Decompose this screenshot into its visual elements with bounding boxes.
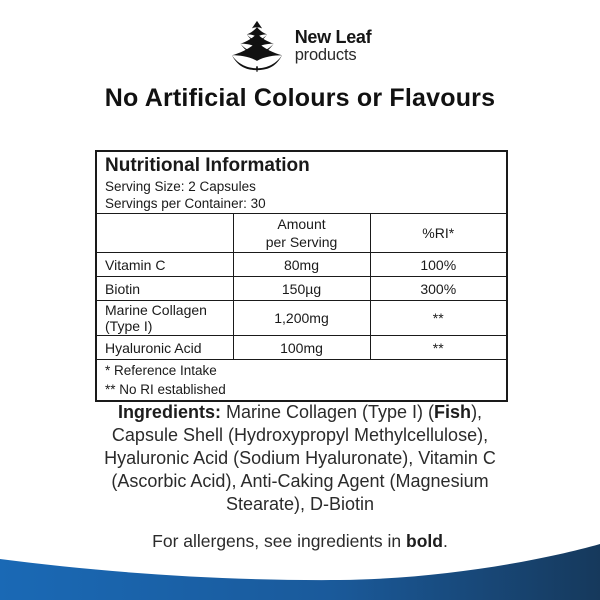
allergen-bold-word: bold [406,531,443,551]
footnote-reference-intake: * Reference Intake [105,363,217,378]
tree-icon [231,20,282,72]
nutrient-ri: ** [369,335,508,360]
nutrient-name: Marine Collagen (Type I) [95,300,234,336]
nutrient-amount: 80mg [232,252,371,277]
ingredients-label: Ingredients: [117,402,221,422]
allergen-note: For allergens, see ingredients in bold. [152,531,448,551]
serving-size: Serving Size: 2 Capsules [105,179,256,194]
allergen-fish: Fish [434,402,472,422]
column-header-amount: Amount per Serving [232,213,371,253]
nutrition-title: Nutritional Information [105,155,310,176]
column-header-row: Amount per Serving %RI* [95,213,508,253]
nutrient-name: Hyaluronic Acid [95,335,234,360]
column-header-ri: %RI* [369,213,508,253]
brand-name-block: New Leaf products [295,28,372,63]
ingredients-paragraph: Ingredients: Marine Collagen (Type I) (F… [85,401,515,516]
nutrient-amount: 100mg [232,335,371,360]
table-row: Biotin 150µg 300% [95,276,508,301]
brand-name: New Leaf [294,27,372,48]
nutrient-name: Vitamin C [95,252,234,277]
nutrient-amount: 150µg [232,276,371,301]
nutrition-table: Nutritional Information Serving Size: 2 … [95,150,508,402]
table-title-row: Nutritional Information Serving Size: 2 … [95,150,508,214]
headline: No Artificial Colours or Flavours [104,84,496,112]
brand-subtitle: products [294,45,357,64]
nutrient-ri: ** [369,300,508,336]
brand-logo: New Leaf products [0,20,600,72]
bottom-wave-decoration [0,544,600,600]
ingredients-text: ), Capsule Shell (Hydroxypropyl Methylce… [104,402,496,514]
table-row: Vitamin C 80mg 100% [95,252,508,277]
table-row: Hyaluronic Acid 100mg ** [95,335,508,360]
nutrition-panel: Nutritional Information Serving Size: 2 … [95,150,508,402]
footnote-no-ri: ** No RI established [105,382,226,397]
nutrient-amount: 1,200mg [232,300,371,336]
nutrient-name: Biotin [95,276,234,301]
table-footnote-row: * Reference Intake ** No RI established [95,359,508,402]
table-row: Marine Collagen (Type I) 1,200mg ** [95,300,508,336]
ingredients-text: Marine Collagen (Type I) ( [220,402,435,422]
nutrient-ri: 300% [369,276,508,301]
nutrient-ri: 100% [369,252,508,277]
column-header-empty [95,213,234,253]
servings-per-container: Servings per Container: 30 [105,196,266,211]
